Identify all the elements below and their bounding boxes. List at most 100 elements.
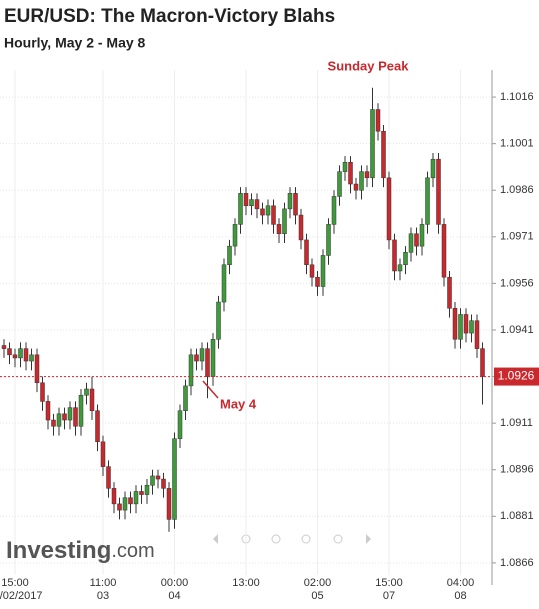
y-tick-label: 1.0896 <box>500 464 534 476</box>
x-date-label: 08 <box>454 590 466 602</box>
x-date-label: 03 <box>97 590 109 602</box>
candle-body <box>205 348 210 377</box>
candle-body <box>375 109 381 132</box>
candle-body <box>359 171 364 191</box>
candle-body <box>128 497 133 505</box>
candle-body <box>403 252 408 266</box>
candle-body <box>452 307 458 340</box>
candle-body <box>474 320 480 349</box>
candle-body <box>458 314 463 340</box>
watermark-brand: Investing <box>6 537 111 564</box>
candle-body <box>348 162 353 185</box>
candle-body <box>62 413 67 421</box>
candle-body <box>282 208 287 234</box>
x-date-label: 05 <box>311 590 323 602</box>
x-date-label: 07 <box>383 590 395 602</box>
candle-body <box>172 438 177 520</box>
candle-body <box>364 171 370 179</box>
annotation: May 4 <box>220 396 257 411</box>
candle-body <box>419 224 425 247</box>
candle-body <box>331 196 337 225</box>
candle-body <box>249 199 254 207</box>
candle-body <box>254 199 260 210</box>
y-tick-label: 1.0866 <box>500 557 534 569</box>
candle-body <box>232 224 238 247</box>
nav-icons <box>213 534 371 544</box>
candle-body <box>430 158 436 179</box>
candle-body <box>265 205 271 216</box>
candle-body <box>210 339 216 377</box>
candle-body <box>199 348 205 362</box>
candle-body <box>188 354 194 387</box>
candle-body <box>106 466 111 489</box>
candle-body <box>353 183 359 191</box>
watermark: Investing.com <box>6 537 155 564</box>
candle-body <box>51 419 56 427</box>
candle-body <box>441 224 447 278</box>
candle-body <box>370 109 375 179</box>
candle-body <box>183 385 188 411</box>
candle-body <box>271 205 276 225</box>
candle-body <box>298 214 304 241</box>
y-tick-label: 1.0956 <box>500 277 534 289</box>
candle-body <box>155 475 161 480</box>
y-tick-label: 1.0941 <box>500 324 534 336</box>
candle-body <box>315 276 320 287</box>
candle-body <box>45 401 51 421</box>
candle-body <box>18 348 23 359</box>
candle-body <box>29 354 34 362</box>
candle-body <box>463 314 469 334</box>
x-tick-label: 11:00 <box>90 577 117 589</box>
candle-body <box>95 410 100 443</box>
candle-body <box>166 488 172 520</box>
candle-body <box>425 177 430 225</box>
candle-body <box>67 407 73 421</box>
annotation-arrow <box>202 380 219 399</box>
candle-body <box>177 410 183 439</box>
candle-body <box>73 407 78 427</box>
chart-subtitle: Hourly, May 2 - May 8 <box>4 35 146 51</box>
candle-body <box>381 130 386 179</box>
candle-body <box>7 348 12 356</box>
candle-body <box>12 354 18 359</box>
candle-body <box>150 475 155 486</box>
x-tick-label: 02:00 <box>304 577 332 589</box>
candle-body <box>293 193 298 216</box>
candle-body <box>227 245 232 266</box>
candle-body <box>260 208 265 216</box>
y-tick-label: 1.0986 <box>500 184 534 196</box>
candle-body <box>309 264 315 278</box>
candle-body <box>447 276 452 309</box>
x-tick-label: 15:00 <box>1 577 29 589</box>
y-tick-label: 1.0971 <box>500 231 534 243</box>
x-date-label: 05/02/2017 <box>0 590 43 602</box>
candle-body <box>342 162 348 172</box>
x-tick-label: 04:00 <box>447 577 475 589</box>
candle-body <box>243 193 249 207</box>
y-tick-label: 1.0881 <box>500 510 534 522</box>
candle-body <box>23 348 29 362</box>
watermark-suffix: .com <box>111 540 154 562</box>
candle-body <box>100 441 106 467</box>
candle-body <box>480 348 485 377</box>
candle-body <box>436 158 441 225</box>
candle-body <box>304 239 309 266</box>
x-tick-label: 13:00 <box>232 577 260 589</box>
candle-body <box>133 491 139 505</box>
chart-title: EUR/USD: The Macron-Victory Blahs <box>4 6 335 27</box>
candle-body <box>397 264 403 272</box>
candle-body <box>221 264 227 303</box>
candle-body <box>56 413 62 427</box>
candle-body <box>34 354 40 384</box>
annotation: Sunday Peak <box>328 58 410 73</box>
candle-body <box>414 233 419 247</box>
candle-body <box>287 193 293 210</box>
candle-body <box>238 193 243 225</box>
candle-body <box>337 171 342 197</box>
candle-body <box>326 224 331 256</box>
candle-body <box>216 301 221 340</box>
candle-body <box>78 394 84 427</box>
candle-body <box>386 177 392 241</box>
x-tick-label: 15:00 <box>375 577 403 589</box>
